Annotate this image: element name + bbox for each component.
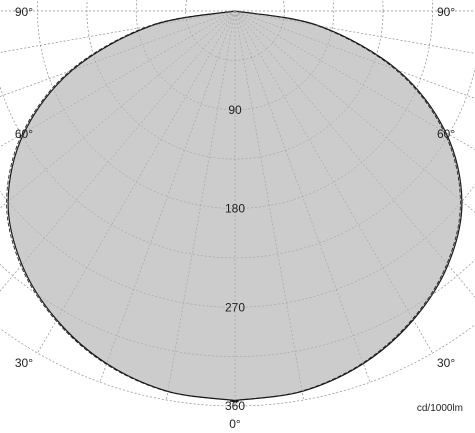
- angle-tick-label: 60°: [15, 127, 33, 141]
- grid-radial-overlay: [0, 10, 236, 147]
- grid-circle-overlay: [0, 324, 475, 407]
- grid-radial-overlay: [234, 10, 371, 383]
- radial-tick-label: 90: [228, 103, 242, 117]
- radial-tick-label: 360: [225, 399, 245, 413]
- angle-tick-label: 90°: [15, 5, 33, 19]
- angle-tick-labels: 0° 30° 30° 60° 60° 90° 90°: [15, 5, 456, 431]
- radial-tick-label: 270: [225, 300, 245, 314]
- unit-label: cd/1000lm: [417, 403, 463, 414]
- angle-tick-label: 30°: [15, 356, 33, 370]
- grid-radial-overlay: [166, 10, 236, 401]
- grid-radial-overlay: [0, 10, 236, 53]
- grid-radial-overlay: [234, 10, 475, 298]
- grid-radial-overlay: [0, 10, 236, 97]
- grid-radial-overlay: [234, 10, 304, 401]
- intensity-curve-dashed: [6, 10, 461, 403]
- angle-tick-label: 30°: [437, 356, 455, 370]
- grid-radial-overlay: [0, 10, 236, 292]
- grid-radial-overlay: [37, 10, 236, 354]
- series-group: [0, 0, 475, 407]
- angle-tick-label: 0°: [229, 417, 241, 431]
- grid-radial-overlay: [234, 10, 475, 213]
- grid-radial-overlay: [234, 10, 475, 150]
- grid-radial-overlay: [234, 10, 475, 99]
- grid-radial-overlay: [0, 10, 236, 209]
- intensity-curve: [7, 10, 463, 403]
- radial-tick-labels: 90 180 270 360: [225, 103, 245, 413]
- angle-tick-label: 90°: [437, 5, 455, 19]
- grid-circle-overlay: [135, 0, 335, 111]
- grid-radial-overlay: [234, 10, 433, 354]
- angle-tick-label: 60°: [437, 127, 455, 141]
- grid-radial-overlay: [234, 10, 475, 54]
- grid-radial-overlay: [99, 10, 236, 383]
- radial-tick-label: 180: [225, 202, 245, 216]
